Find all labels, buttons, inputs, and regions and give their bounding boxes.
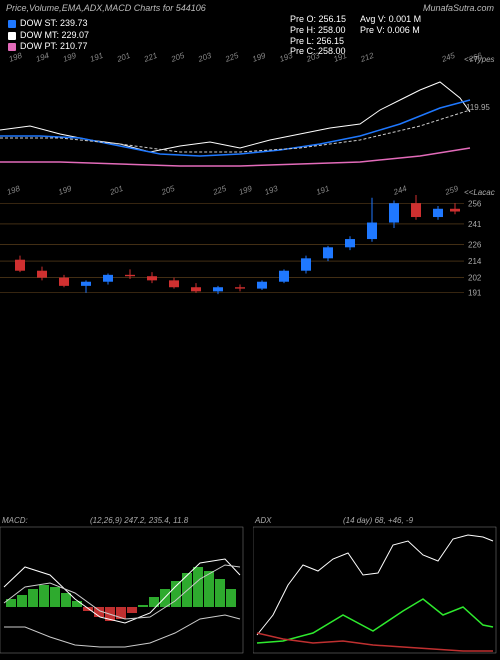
svg-text:205: 205 xyxy=(159,185,176,197)
svg-text:MACD:: MACD: xyxy=(2,516,28,525)
chart-title-bar: Price,Volume,EMA,ADX,MACD Charts for 544… xyxy=(0,0,500,16)
svg-text:193: 193 xyxy=(278,52,294,64)
svg-text:<<Types: <<Types xyxy=(464,55,495,64)
info-cell: Avg V: 0.001 M xyxy=(360,14,421,25)
legend-label: DOW MT: 229.07 xyxy=(20,30,89,42)
info-cell: Pre L: 256.15 xyxy=(290,36,346,47)
svg-text:119.95: 119.95 xyxy=(466,103,490,112)
svg-text:256: 256 xyxy=(468,199,482,208)
info-cell: Pre H: 258.00 xyxy=(290,25,346,36)
svg-text:226: 226 xyxy=(468,241,482,250)
svg-text:202: 202 xyxy=(468,274,482,283)
legend: DOW ST: 239.73DOW MT: 229.07DOW PT: 210.… xyxy=(8,18,89,53)
svg-text:245: 245 xyxy=(440,52,457,64)
svg-text:(14 day) 68, +46, -9: (14 day) 68, +46, -9 xyxy=(343,516,414,525)
legend-swatch xyxy=(8,43,16,51)
svg-text:225: 225 xyxy=(223,52,240,64)
chart-title: Price,Volume,EMA,ADX,MACD Charts for 544… xyxy=(6,3,206,13)
chart-source: MunafaSutra.com xyxy=(423,3,494,13)
svg-text:199: 199 xyxy=(57,185,73,197)
svg-text:199: 199 xyxy=(62,52,78,64)
info-cell: Pre O: 256.15 xyxy=(290,14,346,25)
svg-text:198: 198 xyxy=(8,52,24,64)
candle-chart: 256 241 226 214 202 191 198 199 201 205 225 199 193 1… xyxy=(0,185,500,315)
svg-text:199: 199 xyxy=(251,52,267,64)
svg-text:199: 199 xyxy=(238,185,254,197)
svg-text:244: 244 xyxy=(391,185,408,197)
info-cell xyxy=(360,36,421,47)
legend-swatch xyxy=(8,20,16,28)
svg-text:221: 221 xyxy=(142,52,159,64)
info-cell: Pre V: 0.006 M xyxy=(360,25,421,36)
svg-text:191: 191 xyxy=(332,52,348,64)
svg-text:(12,26,9) 247.2, 235.4, 11.: (12,26,9) 247.2, 235.4, 11.8 xyxy=(90,516,189,525)
svg-text:ADX: ADX xyxy=(254,516,272,525)
svg-text:<<Lacac: <<Lacac xyxy=(464,188,495,197)
svg-text:191: 191 xyxy=(468,289,482,298)
svg-text:241: 241 xyxy=(468,220,482,229)
ohlc-info: Pre O: 256.15 Avg V: 0.001 M Pre H: 258.00… xyxy=(290,14,421,57)
line-chart: 198 194 199 191 201 221 205 203 225 199 193 203 191 2… xyxy=(0,52,500,182)
macd-chart: MACD: (12,26,9) 247.2, 235.4, 11.8 xyxy=(0,515,245,655)
svg-text:225: 225 xyxy=(211,185,228,197)
svg-text:212: 212 xyxy=(358,52,375,64)
svg-text:203: 203 xyxy=(196,52,213,64)
svg-text:193: 193 xyxy=(263,185,279,197)
svg-text:191: 191 xyxy=(315,185,331,197)
svg-text:201: 201 xyxy=(115,52,132,64)
legend-label: DOW ST: 239.73 xyxy=(20,18,88,30)
adx-chart: ADX (14 day) 68, +46, -9 xyxy=(253,515,498,655)
legend-item: DOW ST: 239.73 xyxy=(8,18,89,30)
svg-text:191: 191 xyxy=(89,52,105,64)
svg-text:214: 214 xyxy=(468,257,482,266)
legend-item: DOW MT: 229.07 xyxy=(8,30,89,42)
svg-text:203: 203 xyxy=(304,52,321,64)
svg-text:198: 198 xyxy=(6,185,22,197)
svg-text:194: 194 xyxy=(35,52,51,64)
svg-text:205: 205 xyxy=(169,52,186,64)
legend-swatch xyxy=(8,32,16,40)
svg-text:259: 259 xyxy=(443,185,460,197)
svg-text:201: 201 xyxy=(108,185,125,197)
